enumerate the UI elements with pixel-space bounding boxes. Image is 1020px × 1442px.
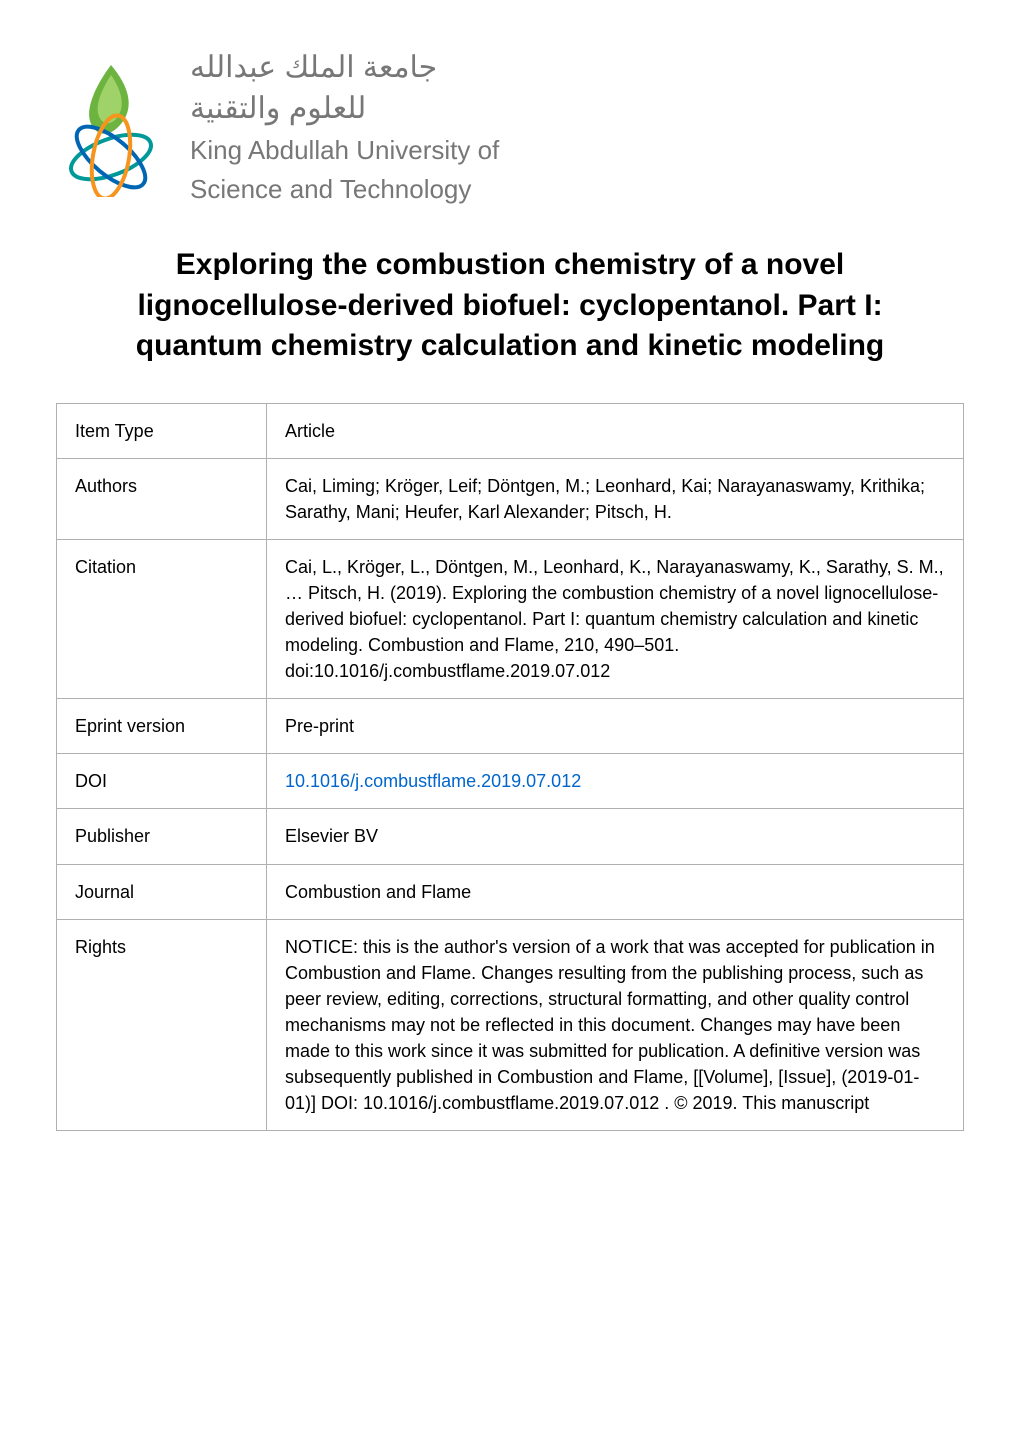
authors-value: Cai, Liming; Kröger, Leif; Döntgen, M.; … xyxy=(267,458,964,539)
table-row: Rights NOTICE: this is the author's vers… xyxy=(57,919,964,1131)
eprint-version-value: Pre-print xyxy=(267,699,964,754)
item-type-label: Item Type xyxy=(57,403,267,458)
institution-name-block: جامعة الملك عبدالله للعلوم والتقنية King… xyxy=(190,48,499,205)
table-row: DOI 10.1016/j.combustflame.2019.07.012 xyxy=(57,754,964,809)
rights-label: Rights xyxy=(57,919,267,1131)
authors-label: Authors xyxy=(57,458,267,539)
institution-arabic-line1: جامعة الملك عبدالله xyxy=(190,48,499,87)
table-row: Journal Combustion and Flame xyxy=(57,864,964,919)
institution-english-line2: Science and Technology xyxy=(190,173,499,206)
doi-label: DOI xyxy=(57,754,267,809)
publisher-label: Publisher xyxy=(57,809,267,864)
eprint-version-label: Eprint version xyxy=(57,699,267,754)
doi-link[interactable]: 10.1016/j.combustflame.2019.07.012 xyxy=(285,771,581,791)
metadata-table: Item Type Article Authors Cai, Liming; K… xyxy=(56,403,964,1132)
doi-value: 10.1016/j.combustflame.2019.07.012 xyxy=(267,754,964,809)
citation-value: Cai, L., Kröger, L., Döntgen, M., Leonha… xyxy=(267,539,964,698)
table-row: Authors Cai, Liming; Kröger, Leif; Döntg… xyxy=(57,458,964,539)
journal-label: Journal xyxy=(57,864,267,919)
institution-arabic-line2: للعلوم والتقنية xyxy=(190,89,499,128)
header: جامعة الملك عبدالله للعلوم والتقنية King… xyxy=(56,48,964,205)
citation-label: Citation xyxy=(57,539,267,698)
item-type-value: Article xyxy=(267,403,964,458)
publisher-value: Elsevier BV xyxy=(267,809,964,864)
journal-value: Combustion and Flame xyxy=(267,864,964,919)
institution-english-line1: King Abdullah University of xyxy=(190,134,499,167)
table-row: Citation Cai, L., Kröger, L., Döntgen, M… xyxy=(57,539,964,698)
table-row: Eprint version Pre-print xyxy=(57,699,964,754)
rights-value: NOTICE: this is the author's version of … xyxy=(267,919,964,1131)
table-row: Publisher Elsevier BV xyxy=(57,809,964,864)
kaust-logo xyxy=(56,57,166,197)
table-row: Item Type Article xyxy=(57,403,964,458)
paper-title: Exploring the combustion chemistry of a … xyxy=(80,245,940,367)
